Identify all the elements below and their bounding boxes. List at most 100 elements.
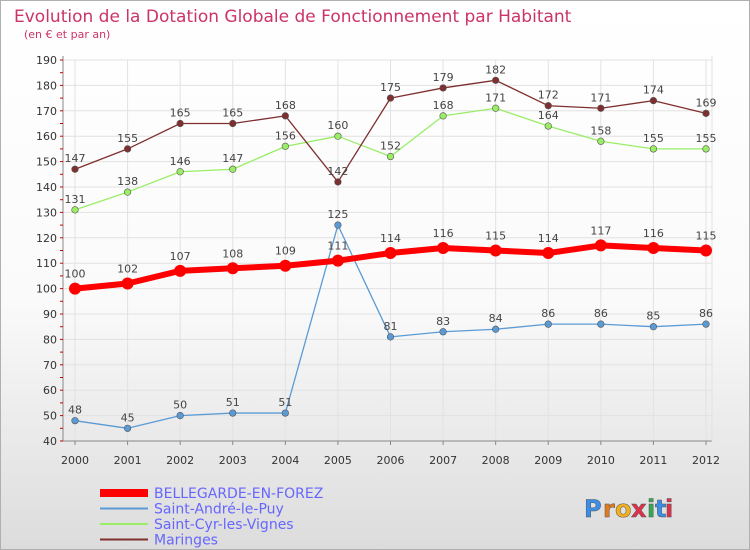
data-label: 83 (436, 315, 450, 328)
data-point (702, 320, 710, 328)
data-label: 117 (590, 224, 611, 237)
y-tick-label: 90 (43, 308, 57, 321)
data-point (281, 409, 289, 417)
data-label: 109 (275, 245, 296, 258)
x-tick-label: 2007 (429, 454, 457, 467)
data-label: 86 (699, 307, 713, 320)
logo-letter: i (647, 495, 655, 523)
data-point (176, 412, 184, 420)
data-point (176, 168, 184, 176)
data-label: 50 (173, 399, 187, 412)
data-point (647, 241, 660, 254)
data-point (69, 282, 81, 295)
data-point (334, 132, 342, 140)
logo-letter: x (631, 495, 647, 523)
data-point (384, 247, 397, 260)
y-tick-label: 70 (43, 359, 57, 372)
data-point (279, 259, 292, 272)
data-point (331, 254, 344, 267)
legend-label: BELLEGARDE-EN-FOREZ (154, 486, 323, 502)
data-point (544, 122, 552, 130)
data-point (597, 137, 605, 145)
data-point (123, 145, 132, 153)
data-point (597, 320, 605, 328)
series-saint-andr-le-puy: 48 45 50 51 51 125 81 83 84 86 86 85 86 (68, 208, 713, 432)
data-label: 84 (489, 312, 503, 325)
data-point (492, 76, 500, 84)
data-label: 107 (170, 250, 191, 263)
data-point (437, 241, 450, 254)
series-bellegarde-en-forez: 100 102 107 108 109 111 114 116 115 114 117 116 115 (65, 224, 717, 295)
data-label: 158 (590, 124, 611, 137)
x-tick-label: 2012 (692, 454, 720, 467)
data-point (439, 328, 447, 336)
data-label: 138 (117, 175, 138, 188)
data-label: 81 (384, 320, 398, 333)
data-label: 152 (380, 140, 401, 153)
data-label: 172 (538, 89, 559, 102)
data-label: 115 (485, 230, 506, 243)
x-tick-label: 2006 (377, 454, 405, 467)
y-tick-label: 50 (43, 410, 57, 423)
data-label: 108 (222, 247, 243, 260)
logo-letter: i (665, 495, 673, 523)
x-tick-label: 2011 (639, 454, 667, 467)
y-tick-label: 120 (36, 232, 57, 245)
data-label: 155 (117, 132, 138, 145)
y-tick-label: 100 (36, 283, 57, 296)
x-tick-label: 2005 (324, 454, 352, 467)
x-tick-label: 2008 (482, 454, 510, 467)
data-label: 165 (222, 107, 243, 120)
y-tick-label: 140 (36, 181, 57, 194)
data-label: 168 (433, 99, 454, 112)
y-tick-label: 150 (36, 156, 57, 169)
y-tick-label: 80 (43, 333, 57, 346)
chart-subtitle: (en € et par an) (24, 28, 110, 41)
data-label: 142 (327, 165, 348, 178)
x-tick-label: 2003 (219, 454, 247, 467)
data-label: 156 (275, 129, 296, 142)
data-label: 48 (68, 404, 82, 417)
data-point (489, 244, 502, 257)
data-point (492, 325, 500, 333)
data-label: 174 (643, 84, 664, 97)
data-point (71, 165, 79, 173)
data-label: 86 (594, 307, 608, 320)
legend-label: Saint-André-le-Puy (154, 502, 284, 518)
data-point (597, 104, 605, 112)
y-tick-label: 60 (43, 384, 57, 397)
data-label: 182 (485, 63, 506, 76)
logo-letter: P (584, 495, 602, 523)
data-label: 51 (278, 396, 292, 409)
data-point (229, 409, 237, 417)
data-label: 45 (121, 411, 135, 424)
x-tick-label: 2002 (166, 454, 194, 467)
data-point (492, 104, 500, 112)
data-label: 179 (433, 71, 454, 84)
legend: BELLEGARDE-EN-FOREZSaint-André-le-PuySai… (100, 486, 323, 549)
data-point (174, 264, 187, 277)
data-point (176, 119, 184, 128)
x-tick-label: 2010 (587, 454, 615, 467)
data-point (542, 247, 555, 260)
data-point (700, 244, 712, 257)
data-point (281, 142, 289, 150)
data-label: 115 (696, 230, 717, 243)
y-tick-label: 130 (36, 206, 57, 219)
logo-letter: t (655, 495, 666, 523)
data-label: 160 (327, 119, 348, 132)
data-point (229, 165, 237, 173)
data-label: 51 (226, 396, 240, 409)
data-label: 168 (275, 99, 296, 112)
data-point (386, 94, 395, 102)
chart-title: Evolution de la Dotation Globale de Fonc… (14, 7, 572, 27)
data-label: 147 (222, 152, 243, 165)
data-label: 114 (538, 232, 559, 245)
data-point (649, 323, 658, 331)
data-point (229, 119, 237, 128)
x-tick-label: 2000 (61, 454, 89, 467)
series-saint-cyr-les-vignes: 131 138 146 147 156 160 152 168 171 164 158 155 155 (65, 91, 717, 214)
data-point (649, 97, 658, 105)
